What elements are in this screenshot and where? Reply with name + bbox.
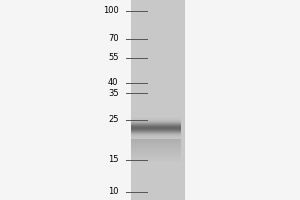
Text: 25: 25 — [108, 115, 119, 124]
Text: 10: 10 — [108, 187, 119, 196]
Text: 70: 70 — [108, 34, 119, 43]
FancyBboxPatch shape — [0, 0, 130, 200]
Text: 15: 15 — [108, 155, 119, 164]
Text: 35: 35 — [108, 89, 119, 98]
Text: 40: 40 — [108, 78, 119, 87]
Text: 100: 100 — [103, 6, 118, 15]
Text: 55: 55 — [108, 53, 119, 62]
FancyBboxPatch shape — [130, 0, 184, 200]
FancyBboxPatch shape — [184, 0, 300, 200]
